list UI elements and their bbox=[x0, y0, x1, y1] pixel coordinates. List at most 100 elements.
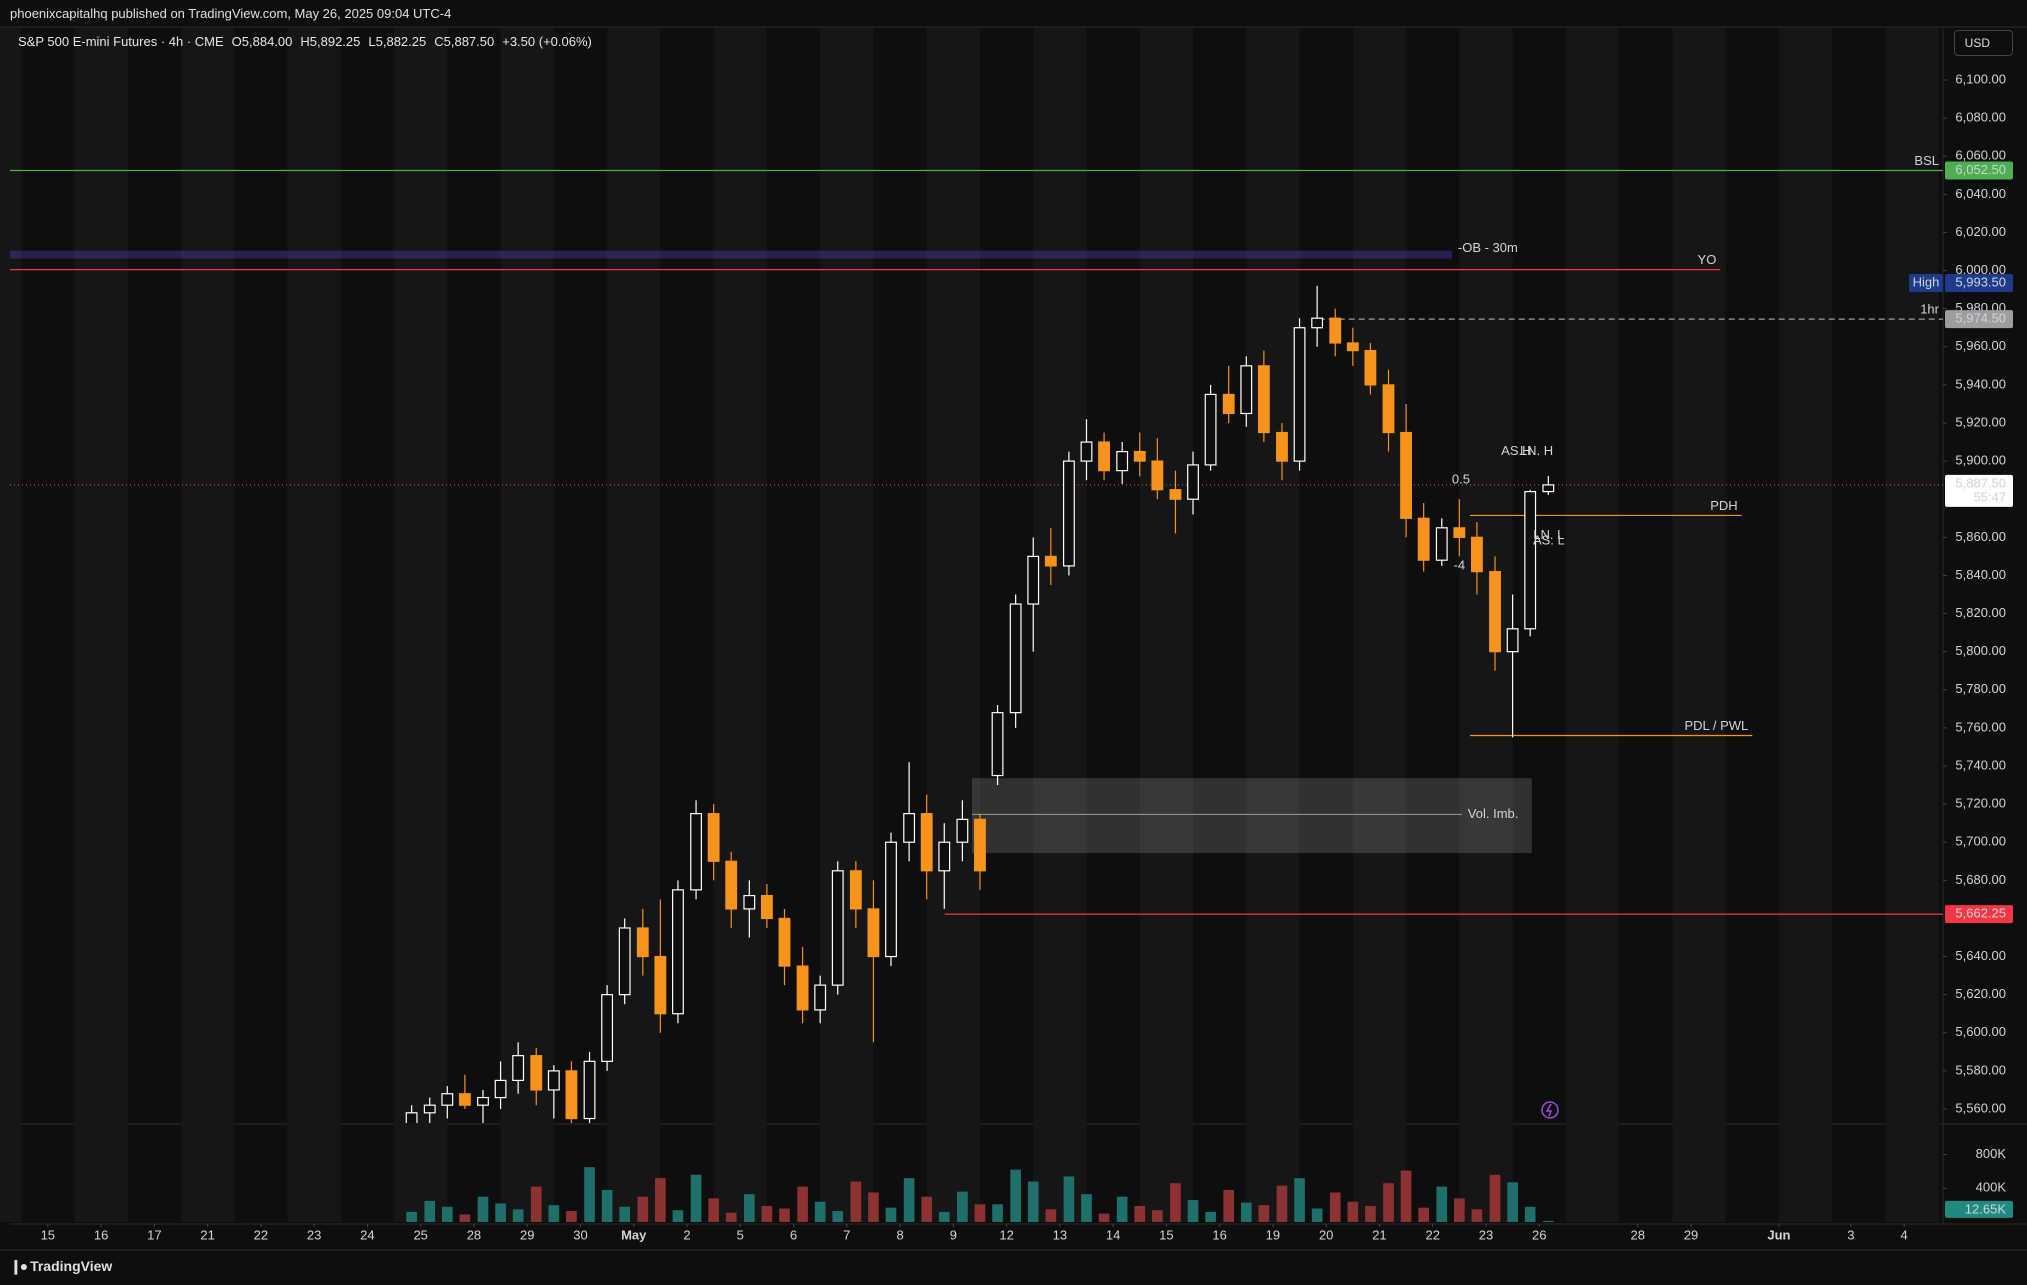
candle-body bbox=[1240, 365, 1253, 415]
zone-label: -OB - 30m bbox=[1458, 240, 1518, 255]
price-label-box bbox=[1945, 905, 2013, 924]
x-tick-label: Jun bbox=[1767, 1227, 1790, 1242]
y-tick-label: 6,080.00 bbox=[1955, 110, 2006, 125]
ohlc: C5,887.50 bbox=[434, 34, 495, 49]
volume-bar bbox=[1240, 1202, 1252, 1222]
x-tick-label: 15 bbox=[41, 1227, 55, 1242]
volume-bar bbox=[1507, 1182, 1518, 1222]
candle-body bbox=[565, 1070, 578, 1120]
session-stripe bbox=[820, 28, 874, 1222]
candle-body bbox=[690, 813, 702, 891]
alert-icon[interactable] bbox=[1541, 1101, 1559, 1119]
candle-body bbox=[636, 927, 649, 958]
zone-label: Vol. Imb. bbox=[1468, 806, 1519, 821]
volume-bar bbox=[832, 1211, 844, 1222]
candle-body bbox=[547, 1070, 560, 1091]
x-tick-label: 28 bbox=[1631, 1227, 1645, 1242]
x-tick-label: 3 bbox=[1847, 1227, 1854, 1242]
candle-body bbox=[903, 813, 916, 843]
x-tick-label: 30 bbox=[573, 1227, 587, 1242]
candle-body bbox=[1293, 327, 1306, 462]
volume-bar bbox=[672, 1210, 684, 1222]
annotation: LN. L bbox=[1533, 527, 1564, 542]
volume-bar bbox=[1152, 1210, 1163, 1222]
volume-bar bbox=[459, 1214, 471, 1222]
level-name: 1hr bbox=[1920, 302, 1939, 317]
candle-body bbox=[725, 860, 738, 910]
x-tick-label: 21 bbox=[200, 1227, 214, 1242]
volume-bar bbox=[903, 1178, 915, 1222]
symbol-legend: S&P 500 E-mini Futures · 4h · CME O5,884.… bbox=[18, 34, 600, 49]
volume-bar bbox=[850, 1181, 862, 1222]
volume-bar bbox=[779, 1208, 790, 1222]
session-stripe bbox=[1672, 28, 1726, 1222]
zone bbox=[971, 778, 1532, 854]
candle-body bbox=[1169, 489, 1182, 500]
volume-bar bbox=[1454, 1198, 1465, 1222]
x-tick-label: 24 bbox=[360, 1227, 374, 1242]
y-tick-label: 5,900.00 bbox=[1955, 453, 2006, 468]
candle-body bbox=[1098, 441, 1110, 472]
candle-body bbox=[583, 1060, 596, 1120]
candle-body bbox=[1311, 317, 1324, 329]
candle-body bbox=[1364, 349, 1377, 386]
candle-body bbox=[1346, 342, 1359, 352]
y-tick-label: 5,760.00 bbox=[1955, 719, 2006, 734]
volume-bar bbox=[938, 1211, 950, 1222]
candle-body bbox=[1204, 393, 1217, 466]
last-price-box bbox=[1945, 474, 2013, 507]
candle-body bbox=[1417, 517, 1430, 561]
volume-bar bbox=[1027, 1181, 1039, 1222]
volume-bar bbox=[1294, 1178, 1305, 1222]
y-tick-label: 5,920.00 bbox=[1955, 414, 2006, 429]
level-name: BSL bbox=[1914, 153, 1939, 168]
volume-tick-label: 400K bbox=[1976, 1180, 2007, 1195]
candle-body bbox=[1062, 460, 1075, 567]
brand-text: TradingView bbox=[30, 1258, 113, 1274]
candle-body bbox=[1187, 464, 1199, 500]
session-stripe bbox=[1139, 28, 1194, 1222]
candle-body bbox=[814, 984, 827, 1011]
session-stripe bbox=[1246, 28, 1300, 1222]
volume-bar bbox=[885, 1207, 897, 1222]
session-stripe bbox=[1033, 28, 1087, 1222]
annotation: 0.5 bbox=[1452, 472, 1470, 487]
ohlc: +3.50 (+0.06%) bbox=[502, 34, 592, 49]
currency-button[interactable]: USD bbox=[1953, 30, 2013, 56]
y-tick-label: 6,060.00 bbox=[1955, 148, 2006, 163]
author-line: phoenixcapitalhq published on TradingVie… bbox=[10, 6, 452, 21]
alert-icon-bolt bbox=[1545, 1103, 1553, 1117]
candle-body bbox=[601, 994, 614, 1062]
x-tick-label: 19 bbox=[1266, 1227, 1280, 1242]
candle-body bbox=[1027, 555, 1040, 605]
candle-body bbox=[1382, 384, 1395, 434]
x-tick-label: 8 bbox=[896, 1227, 903, 1242]
volume-bar bbox=[1276, 1185, 1288, 1222]
volume-bar bbox=[655, 1178, 666, 1222]
volume-bar bbox=[1187, 1200, 1199, 1222]
candle-body bbox=[1542, 484, 1555, 493]
volume-bar bbox=[1010, 1169, 1021, 1222]
y-tick-label: 6,020.00 bbox=[1955, 224, 2006, 239]
volume-bar bbox=[921, 1196, 933, 1222]
level-name: PDH bbox=[1710, 498, 1737, 513]
y-tick-label: 5,800.00 bbox=[1955, 643, 2006, 658]
candle-body bbox=[1506, 628, 1519, 653]
candle-body bbox=[618, 927, 631, 996]
y-tick-label: 5,720.00 bbox=[1955, 796, 2006, 811]
price-label: 5,662.25 bbox=[1955, 906, 2006, 921]
candle-body bbox=[458, 1093, 471, 1106]
x-tick-label: 16 bbox=[1212, 1227, 1226, 1242]
x-tick-label: 9 bbox=[950, 1227, 957, 1242]
candle-body bbox=[778, 917, 791, 967]
volume-bar bbox=[1347, 1201, 1359, 1222]
volume-bar bbox=[1400, 1170, 1412, 1222]
volume-bar bbox=[868, 1192, 879, 1222]
volume-bar bbox=[1542, 1220, 1554, 1222]
candle-body bbox=[654, 955, 667, 1015]
session-stripe bbox=[607, 28, 661, 1222]
volume-bar bbox=[1311, 1208, 1323, 1222]
volume-bar bbox=[530, 1186, 542, 1222]
volume-bar bbox=[1081, 1194, 1092, 1222]
